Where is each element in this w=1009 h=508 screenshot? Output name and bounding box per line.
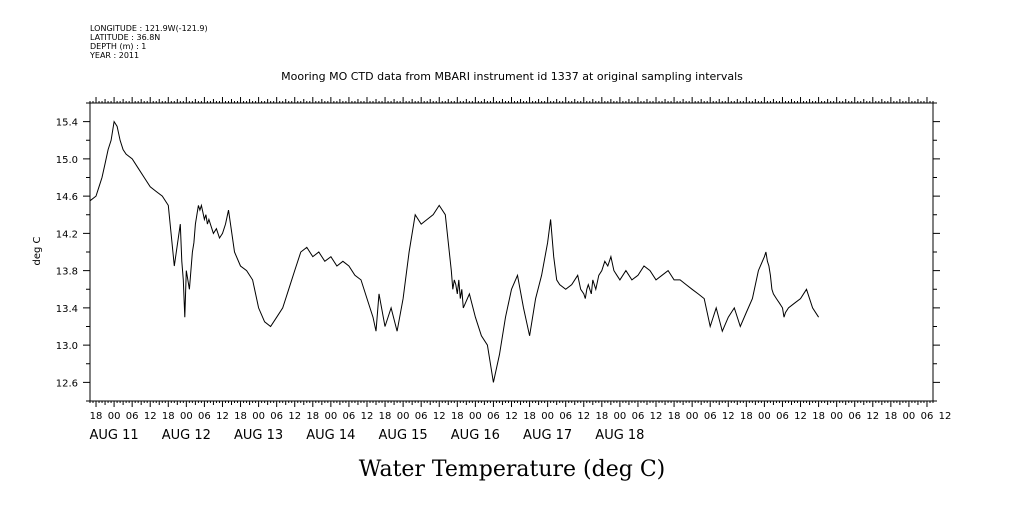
x-hour-label: 00 — [614, 411, 627, 422]
series-layer — [89, 120, 820, 383]
longitude-text: LONGITUDE : 121.9W(-121.9) — [90, 24, 208, 33]
plot-frame — [89, 102, 934, 402]
x-day-label: AUG 16 — [451, 428, 500, 443]
x-day-label: AUG 15 — [379, 428, 428, 443]
x-hour-label: 00 — [252, 411, 265, 422]
x-hour-label: 06 — [704, 411, 717, 422]
x-hour-label: 06 — [415, 411, 428, 422]
x-hour-label: 06 — [848, 411, 861, 422]
x-hour-label: 18 — [595, 411, 608, 422]
y-axis-label: deg C — [32, 236, 43, 265]
x-hour-label: 06 — [270, 411, 283, 422]
y-tick-label: 14.2 — [56, 229, 78, 240]
x-hour-label: 12 — [433, 411, 446, 422]
x-hour-label: 18 — [451, 411, 464, 422]
depth-text: DEPTH (m) : 1 — [90, 42, 146, 51]
x-day-label: AUG 11 — [90, 428, 139, 443]
x-hour-label: 12 — [216, 411, 229, 422]
x-day-label: AUG 14 — [306, 428, 355, 443]
x-hour-label: 06 — [343, 411, 356, 422]
x-hour-label: 12 — [722, 411, 735, 422]
x-hour-label: 12 — [505, 411, 518, 422]
x-hour-label: 18 — [740, 411, 753, 422]
latitude-text: LATITUDE : 36.8N — [90, 33, 160, 42]
x-hour-label: 18 — [306, 411, 319, 422]
y-tick-label: 13.0 — [56, 341, 78, 352]
y-tick-label: 12.6 — [56, 378, 78, 389]
x-day-label: AUG 13 — [234, 428, 283, 443]
x-hour-label: 00 — [108, 411, 121, 422]
y-tick-label: 13.8 — [56, 267, 78, 278]
y-tick-label: 15.0 — [56, 155, 78, 166]
x-hour-label: 18 — [523, 411, 536, 422]
x-hour-label: 18 — [234, 411, 247, 422]
x-hour-label: 12 — [866, 411, 879, 422]
chart-title: Water Temperature (deg C) — [359, 457, 666, 482]
x-hour-label: 00 — [469, 411, 482, 422]
x-day-label: AUG 17 — [523, 428, 572, 443]
x-hour-label: 06 — [776, 411, 789, 422]
x-hour-label: 00 — [180, 411, 193, 422]
x-hour-label: 18 — [162, 411, 175, 422]
x-hour-label: 00 — [397, 411, 410, 422]
x-hour-label: 00 — [758, 411, 771, 422]
x-hour-label: 06 — [126, 411, 139, 422]
x-hour-label: 00 — [686, 411, 699, 422]
x-hour-label: 18 — [884, 411, 897, 422]
temperature-series-line — [89, 120, 820, 383]
x-hour-label: 18 — [812, 411, 825, 422]
x-hour-label: 06 — [632, 411, 645, 422]
x-hour-label: 18 — [668, 411, 681, 422]
x-day-label: AUG 18 — [595, 428, 644, 443]
x-hour-label: 06 — [921, 411, 934, 422]
x-hour-label: 00 — [903, 411, 916, 422]
x-hour-label: 06 — [559, 411, 572, 422]
y-tick-label: 15.4 — [56, 118, 78, 129]
x-hour-label: 12 — [144, 411, 157, 422]
x-hour-label: 12 — [361, 411, 374, 422]
x-hour-label: 12 — [939, 411, 952, 422]
x-hour-label: 18 — [90, 411, 103, 422]
x-hour-label: 06 — [198, 411, 211, 422]
x-day-label: AUG 12 — [162, 428, 211, 443]
y-tick-label: 14.6 — [56, 192, 78, 203]
x-hour-label: 00 — [324, 411, 337, 422]
axes-layer: 15.4 15.0 14.6 14.2 13.8 13.4 13.0 12.6 18 00 06 12… — [56, 97, 952, 443]
chart-subtitle: Mooring MO CTD data from MBARI instrumen… — [281, 70, 743, 83]
x-hour-label: 12 — [288, 411, 301, 422]
x-hour-label: 00 — [830, 411, 843, 422]
x-hour-label: 12 — [577, 411, 590, 422]
x-hour-label: 00 — [541, 411, 554, 422]
x-hour-label: 18 — [379, 411, 392, 422]
x-hour-label: 12 — [794, 411, 807, 422]
x-hour-label: 12 — [650, 411, 663, 422]
year-text: YEAR : 2011 — [89, 51, 139, 60]
y-tick-label: 13.4 — [56, 304, 78, 315]
x-hour-label: 06 — [487, 411, 500, 422]
